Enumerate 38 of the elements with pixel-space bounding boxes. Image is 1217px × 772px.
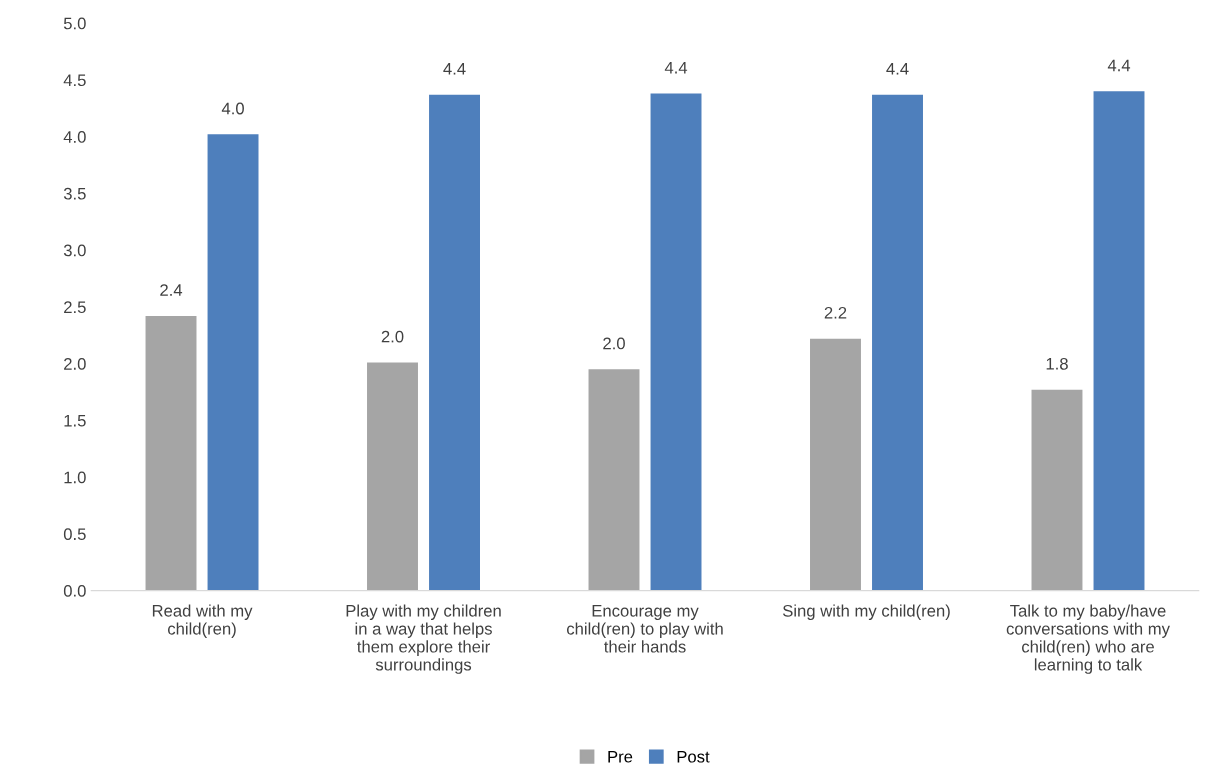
- data-label: 2.4: [160, 284, 183, 296]
- y-tick-label: 4.0: [63, 131, 86, 143]
- bar: [1031, 389, 1083, 591]
- bar: [367, 362, 418, 591]
- y-tick-label: 3.5: [63, 187, 86, 200]
- bar: [650, 93, 702, 591]
- y-tick-label: 3.0: [63, 244, 86, 257]
- bar: [810, 338, 861, 591]
- legend-label: Pre: [608, 750, 633, 763]
- bar: [1093, 91, 1145, 591]
- y-tick-label: 2.5: [64, 301, 86, 314]
- bar: [207, 134, 259, 591]
- bar: [872, 94, 923, 591]
- x-tick-label: Read with my child(ren): [152, 604, 253, 638]
- data-label: 4.4: [443, 63, 466, 75]
- y-tick-label: 1.5: [64, 414, 86, 427]
- data-label: 4.4: [886, 63, 909, 75]
- y-tick-label: 0.0: [63, 584, 86, 597]
- data-label: 1.8: [1046, 357, 1068, 370]
- x-tick-label: Play with my children in a way that helps them explore their surroundings: [346, 604, 501, 674]
- y-tick-label: 4.5: [63, 74, 86, 87]
- data-label: 2.0: [603, 337, 625, 350]
- bar: [429, 94, 480, 591]
- bar: [145, 315, 197, 591]
- y-tick-label: 0.5: [63, 528, 86, 541]
- y-tick-label: 2.0: [64, 358, 86, 370]
- y-tick-label: 1.0: [64, 471, 86, 484]
- x-tick-label: Talk to my baby/have conversations with my child(ren) who are learning to talk: [1006, 604, 1170, 674]
- data-label: 2.0: [381, 330, 404, 343]
- x-tick-label: Sing with my child(ren): [782, 604, 950, 621]
- data-label: 4.4: [664, 61, 688, 74]
- data-label: 4.0: [221, 102, 244, 115]
- y-tick-label: 5.0: [63, 17, 86, 30]
- data-label: 2.2: [824, 306, 847, 319]
- legend-label: Post: [677, 750, 710, 763]
- data-label: 4.4: [1107, 59, 1131, 72]
- bar: [588, 369, 640, 591]
- x-tick-label: Encourage my child(ren) to play with their hands: [566, 605, 723, 653]
